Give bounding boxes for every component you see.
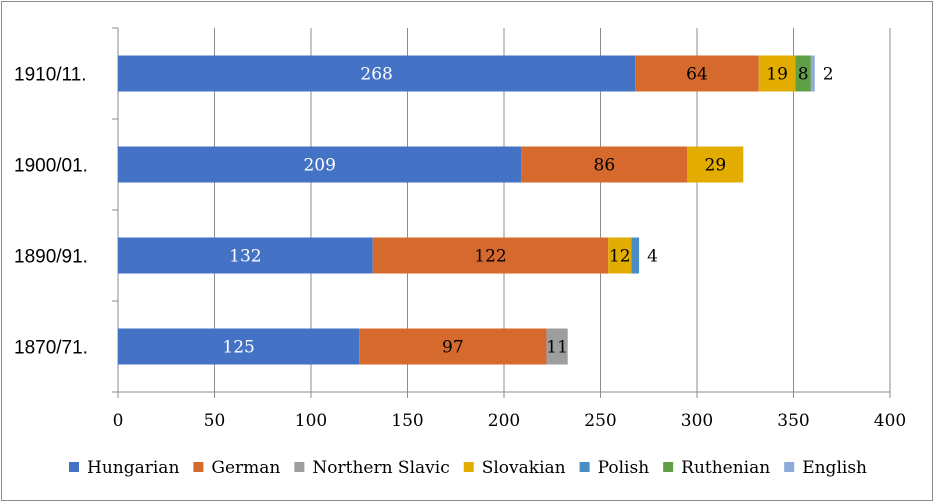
y-category-label: 1910/11.	[14, 65, 87, 86]
data-label-slovakian: 29	[705, 156, 727, 176]
bar-slovakian-1910-11	[758, 55, 796, 92]
data-label-ruthenian: 8	[798, 65, 809, 85]
data-labels: 268 64 19 8 2 209 86 29 132 122 12 4 125 97 11	[222, 65, 833, 358]
data-label-german: 86	[594, 156, 616, 176]
bar-slovakian-1900-01	[687, 146, 744, 183]
bar-hungarian-1870-71	[118, 328, 360, 365]
x-tick-label: 150	[391, 411, 423, 431]
data-label-hungarian: 125	[222, 338, 254, 358]
data-label-german: 64	[686, 65, 708, 85]
legend-label: Ruthenian	[681, 458, 770, 478]
bar-slovakian-1890-91	[608, 237, 632, 274]
data-label-polish: 4	[647, 247, 658, 267]
x-tick-label: 200	[488, 411, 520, 431]
legend-swatch	[579, 462, 590, 472]
legend-item-ruthenian: Ruthenian	[663, 458, 770, 478]
data-label-hungarian: 209	[303, 156, 335, 176]
x-tick-label: 250	[584, 411, 616, 431]
legend-swatch	[193, 462, 204, 472]
legend-label: Polish	[598, 458, 650, 478]
bar-northern-slavic-1870-71	[546, 328, 568, 365]
legend: Hungarian German Northern Slavic Slovakian P…	[69, 458, 867, 478]
data-label-english: 2	[823, 65, 834, 85]
legend-label: German	[211, 458, 280, 478]
legend-swatch	[663, 462, 674, 472]
data-label-northern-slavic: 11	[546, 338, 568, 358]
x-tick-label: 300	[681, 411, 713, 431]
data-label-german: 97	[442, 338, 464, 358]
legend-item-slovakian: Slovakian	[463, 458, 566, 478]
data-label-hungarian: 132	[229, 247, 261, 267]
legend-item-english: English	[784, 458, 867, 478]
y-category-label: 1890/91.	[14, 247, 88, 268]
x-tick-label: 0	[113, 411, 124, 431]
bar-german-1900-01	[521, 146, 688, 183]
x-tick-label: 350	[777, 411, 809, 431]
bar-hungarian-1900-01	[118, 146, 522, 183]
bar-german-1890-91	[372, 237, 609, 274]
legend-item-polish: Polish	[579, 458, 650, 478]
x-tick-label: 400	[874, 411, 906, 431]
legend-swatch	[463, 462, 474, 472]
bar-german-1870-71	[359, 328, 547, 365]
legend-swatch	[784, 462, 795, 472]
data-label-hungarian: 268	[360, 65, 392, 85]
legend-label: English	[802, 458, 867, 478]
legend-label: Northern Slavic	[312, 458, 449, 478]
data-label-slovakian: 19	[766, 65, 788, 85]
legend-label: Slovakian	[482, 458, 566, 478]
legend-item-northern-slavic: Northern Slavic	[294, 458, 450, 478]
x-tick-label: 100	[295, 411, 327, 431]
legend-label: Hungarian	[87, 458, 179, 478]
data-label-slovakian: 12	[609, 247, 631, 267]
y-category-label: 1900/01.	[14, 156, 88, 177]
legend-item-german: German	[193, 458, 280, 478]
axes: 0 50 100 150 200 250 300 350 400 1910/11. 1900/01.…	[14, 27, 906, 431]
bars	[118, 55, 815, 365]
bar-hungarian-1910-11	[118, 55, 636, 92]
legend-item-hungarian: Hungarian	[69, 458, 179, 478]
bar-polish-1890-91	[631, 237, 640, 274]
bar-english-1910-11	[810, 55, 815, 92]
bar-hungarian-1890-91	[118, 237, 373, 274]
x-tick-label: 50	[204, 411, 226, 431]
legend-swatch	[69, 462, 79, 472]
bar-ruthenian-1910-11	[795, 55, 811, 92]
legend-swatch	[294, 462, 305, 472]
data-label-german: 122	[474, 247, 506, 267]
bar-german-1910-11	[635, 55, 759, 92]
y-category-label: 1870/71.	[14, 338, 88, 359]
